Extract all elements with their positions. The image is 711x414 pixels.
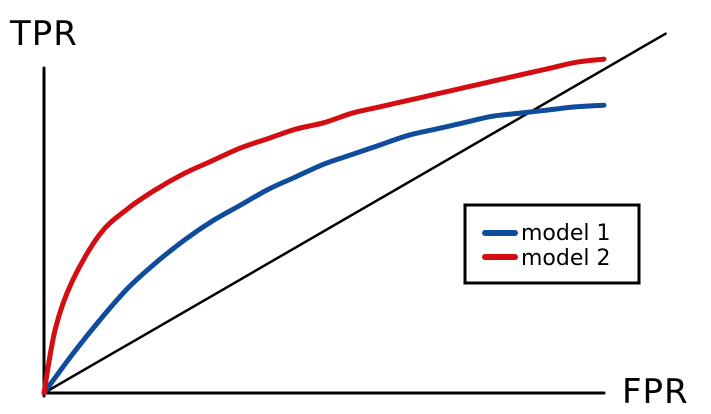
chart-marks bbox=[41, 32, 667, 396]
diagonal-line bbox=[42, 32, 667, 395]
legend: model 1 model 2 bbox=[463, 203, 641, 285]
series-line-model-2 bbox=[41, 56, 607, 396]
x-axis-title: FPR bbox=[622, 372, 689, 412]
series-line-model-1 bbox=[41, 102, 607, 396]
y-axis-title: TPR bbox=[9, 14, 78, 54]
legend-label-model-2: model 2 bbox=[521, 246, 611, 271]
legend-label-model-1: model 1 bbox=[521, 221, 611, 246]
legend-box bbox=[463, 203, 641, 285]
plot-area bbox=[41, 32, 667, 398]
